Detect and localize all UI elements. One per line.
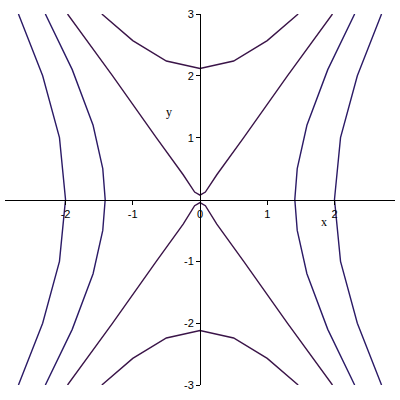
svg-text:0: 0 [197,208,203,220]
svg-text:-2: -2 [61,208,71,220]
svg-text:2: 2 [188,70,194,82]
svg-text:-1: -1 [184,255,194,267]
svg-text:1: 1 [188,132,194,144]
svg-text:3: 3 [188,8,194,20]
svg-text:-1: -1 [128,208,138,220]
svg-text:x: x [321,215,327,229]
svg-text:-3: -3 [184,379,194,391]
svg-text:1: 1 [264,208,270,220]
svg-text:-2: -2 [184,317,194,329]
svg-text:y: y [166,105,172,119]
svg-text:2: 2 [331,208,337,220]
